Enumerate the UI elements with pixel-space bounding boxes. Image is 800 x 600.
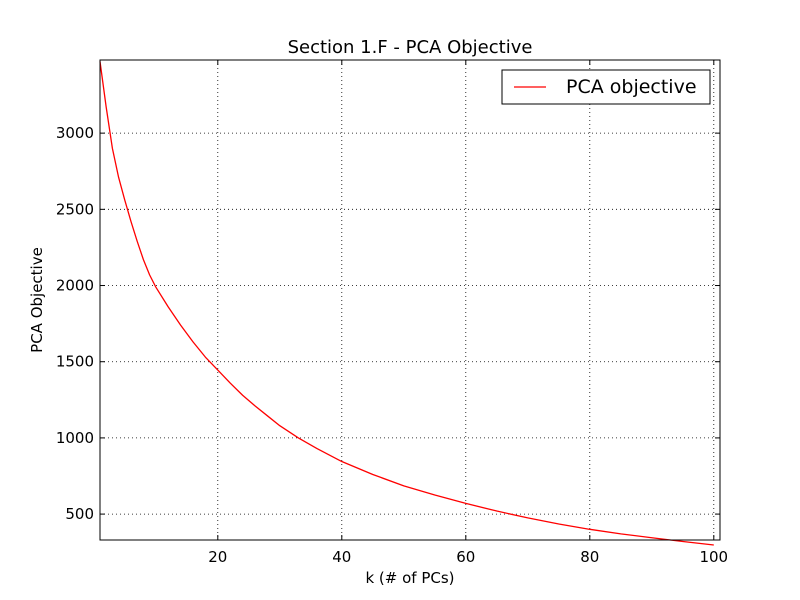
x-tick-label: 100 [699, 548, 728, 566]
y-tick-label: 1000 [56, 429, 94, 447]
plot-area [99, 61, 714, 546]
y-tick-label: 3000 [56, 124, 94, 142]
x-tick-label: 60 [456, 548, 475, 566]
grid [100, 60, 720, 540]
y-axis-label: PCA Objective [28, 247, 46, 353]
legend-label-pca-objective: PCA objective [566, 76, 697, 98]
legend: PCA objective [501, 69, 711, 105]
chart-title: Section 1.F - PCA Objective [288, 37, 533, 58]
y-tick-label: 500 [65, 505, 94, 523]
x-axis-label: k (# of PCs) [365, 569, 454, 587]
series-line-pca-objective [99, 61, 714, 546]
y-tick-label: 2000 [56, 277, 94, 295]
x-tick-label: 40 [332, 548, 351, 566]
y-tick-label: 2500 [56, 200, 94, 218]
plot-frame [99, 59, 721, 541]
x-tick-label: 80 [580, 548, 599, 566]
x-tick-label: 20 [208, 548, 227, 566]
ticks: 20 40 60 80 100 500 1000 1500 2000 2500 3000 [56, 60, 728, 566]
y-tick-label: 1500 [56, 353, 94, 371]
